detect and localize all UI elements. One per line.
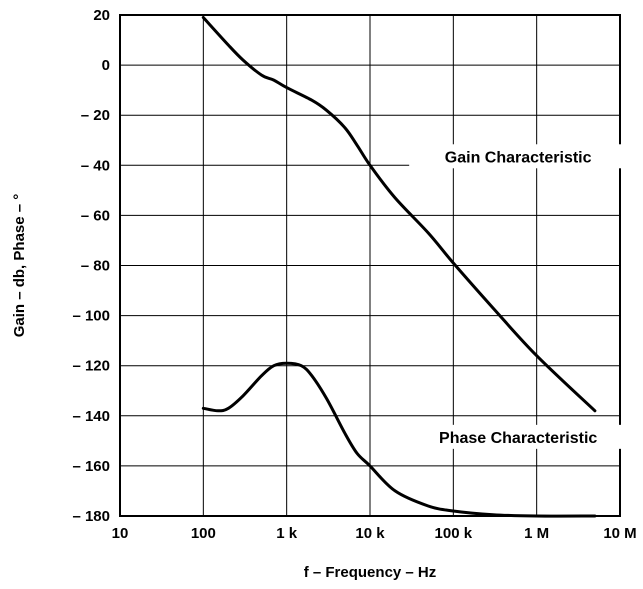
x-axis-label: f – Frequency – Hz [304,564,437,581]
x-tick-label: 100 k [435,525,473,542]
y-tick-label: – 100 [72,308,110,325]
x-tick-label: 1 k [276,525,298,542]
y-tick-label: 0 [102,57,110,74]
y-tick-label: – 160 [72,458,110,475]
y-tick-labels: 20 0 – 20 – 40 – 60 – 80 – 100 – 120 – 140 – 160 –… [72,7,110,525]
x-tick-label: 1 M [524,525,549,542]
x-tick-label: 10 k [355,525,385,542]
x-tick-labels: 10 100 1 k 10 k 100 k 1 M 10 M [112,525,637,542]
phase-characteristic-label: Phase Characteristic [439,430,597,447]
x-tick-label: 10 [112,525,129,542]
y-tick-label: – 140 [72,408,110,425]
gain-curve [201,16,597,413]
series-lines [201,16,597,518]
y-tick-label: – 80 [81,258,110,275]
x-tick-label: 100 [191,525,216,542]
y-axis-label: Gain – db, Phase – ° [11,194,28,338]
y-tick-label: – 60 [81,207,110,224]
plot-frame [119,14,621,517]
x-tick-label: 10 M [603,525,636,542]
y-tick-label: – 180 [72,508,110,525]
gain-characteristic-label: Gain Characteristic [445,149,592,166]
y-tick-label: – 20 [81,107,110,124]
annotation-background [409,424,628,449]
y-tick-label: – 40 [81,157,110,174]
phase-curve [201,361,597,518]
y-tick-label: – 120 [72,358,110,375]
annotations: Gain Characteristic Phase Characteristic [409,144,628,449]
annotation-background [409,144,628,169]
y-tick-label: 20 [93,7,110,24]
